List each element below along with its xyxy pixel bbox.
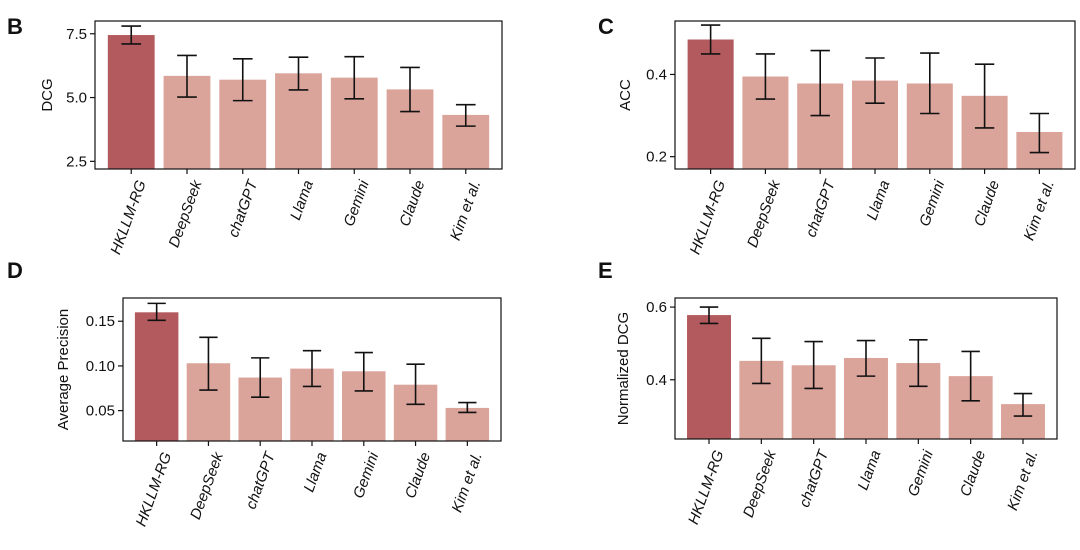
y-tick-label: 0.6 bbox=[646, 299, 667, 316]
y-axis-title: DCG bbox=[39, 78, 56, 111]
x-tick-label: Gemini bbox=[916, 177, 948, 228]
bar-hkllm-rg bbox=[107, 35, 155, 169]
error-bar bbox=[455, 103, 476, 127]
error-bar bbox=[354, 351, 373, 392]
error-bar bbox=[804, 340, 823, 390]
x-tick-label: chatGPT bbox=[803, 176, 840, 239]
error-bar bbox=[199, 336, 218, 391]
x-tick-label: Claude bbox=[402, 450, 434, 500]
bar-hkllm-rg bbox=[134, 312, 179, 441]
chart-panel-b: B 2.5 5.0 7.5 HKLLM-RG DeepSeek chatGPT Llama Ge… bbox=[7, 14, 503, 257]
x-tick-label: Gemini bbox=[905, 447, 937, 498]
y-tick-label: 0.4 bbox=[646, 372, 667, 389]
error-bar bbox=[961, 350, 980, 402]
error-bar bbox=[121, 25, 142, 45]
y-axis-title: Average Precision bbox=[55, 309, 72, 430]
x-tick-label: Kim et al. bbox=[447, 178, 484, 243]
error-bar bbox=[755, 53, 776, 100]
x-tick-label: chatGPT bbox=[243, 448, 280, 511]
x-tick-label: DeepSeek bbox=[744, 177, 784, 250]
x-tick-label: HKLLM-RG bbox=[685, 448, 728, 527]
x-tick-label: Kim et al. bbox=[1004, 448, 1041, 513]
y-tick-label: 5.0 bbox=[66, 90, 87, 107]
x-tick-label: Kim et al. bbox=[449, 450, 486, 515]
x-tick-label: Llama bbox=[855, 448, 885, 492]
error-bar bbox=[400, 66, 420, 113]
error-bar bbox=[920, 52, 940, 115]
y-tick-label: 2.5 bbox=[66, 153, 87, 170]
x-tick-label: Gemini bbox=[341, 177, 373, 228]
error-bar bbox=[458, 401, 477, 414]
error-bar bbox=[177, 54, 197, 98]
panel-letter: C bbox=[598, 14, 614, 39]
y-tick-label: 0.2 bbox=[646, 149, 667, 166]
error-bar bbox=[302, 349, 322, 388]
error-bar bbox=[288, 56, 309, 91]
x-tick-label: Claude bbox=[957, 448, 989, 498]
y-axis-title: Normalized DCG bbox=[615, 312, 632, 425]
error-bar bbox=[406, 363, 425, 406]
y-axis-title: ACC bbox=[617, 79, 634, 111]
x-tick-label: Claude bbox=[396, 178, 428, 228]
x-tick-label: Claude bbox=[971, 178, 1003, 228]
error-bar bbox=[909, 338, 928, 388]
x-tick-label: Gemini bbox=[350, 449, 382, 500]
bar-hkllm-rg bbox=[687, 39, 734, 169]
error-bar bbox=[752, 337, 771, 385]
error-bar bbox=[344, 55, 365, 100]
x-tick-label: Llama bbox=[301, 450, 331, 494]
bar-kim-et-al- bbox=[445, 407, 490, 441]
y-tick-label: 0.05 bbox=[86, 403, 115, 420]
x-tick-label: HKLLM-RG bbox=[687, 178, 730, 257]
panel-letter: B bbox=[7, 14, 23, 39]
x-tick-label: HKLLM-RG bbox=[107, 178, 150, 257]
x-tick-label: Llama bbox=[287, 178, 317, 222]
chart-panel-e: E 0.4 0.6 HKLLM-RG DeepSeek chatGPT Llama Gemin… bbox=[598, 258, 1058, 527]
x-tick-label: DeepSeek bbox=[187, 449, 227, 522]
y-tick-label: 0.4 bbox=[646, 66, 667, 83]
error-bar bbox=[810, 49, 830, 117]
error-bar bbox=[856, 339, 876, 377]
x-tick-label: Llama bbox=[864, 178, 894, 222]
error-bar bbox=[147, 302, 166, 322]
error-bar bbox=[1013, 392, 1033, 417]
panel-letter: D bbox=[7, 258, 23, 283]
error-bar bbox=[700, 24, 721, 55]
x-tick-label: Kim et al. bbox=[1021, 178, 1058, 243]
panel-letter: E bbox=[598, 258, 613, 283]
y-tick-label: 0.10 bbox=[86, 358, 115, 375]
error-bar bbox=[699, 306, 719, 325]
x-tick-label: DeepSeek bbox=[740, 447, 780, 520]
x-tick-label: chatGPT bbox=[225, 176, 262, 239]
error-bar bbox=[251, 357, 270, 399]
error-bar bbox=[865, 57, 885, 105]
x-tick-label: HKLLM-RG bbox=[133, 450, 176, 529]
chart-panel-c: C 0.2 0.4 HKLLM-RG DeepSeek chatGPT Llama Gemin… bbox=[598, 14, 1076, 257]
error-bar bbox=[974, 63, 995, 129]
bar-hkllm-rg bbox=[687, 315, 731, 439]
y-tick-label: 0.15 bbox=[86, 313, 115, 330]
error-bar bbox=[232, 57, 253, 102]
chart-panel-d: D 0.05 0.10 0.15 HKLLM-RG DeepSeek chatGPT Llam… bbox=[7, 258, 502, 529]
error-bar bbox=[1029, 112, 1050, 154]
y-tick-label: 7.5 bbox=[66, 26, 87, 43]
x-tick-label: chatGPT bbox=[796, 446, 833, 509]
x-tick-label: DeepSeek bbox=[166, 177, 206, 250]
